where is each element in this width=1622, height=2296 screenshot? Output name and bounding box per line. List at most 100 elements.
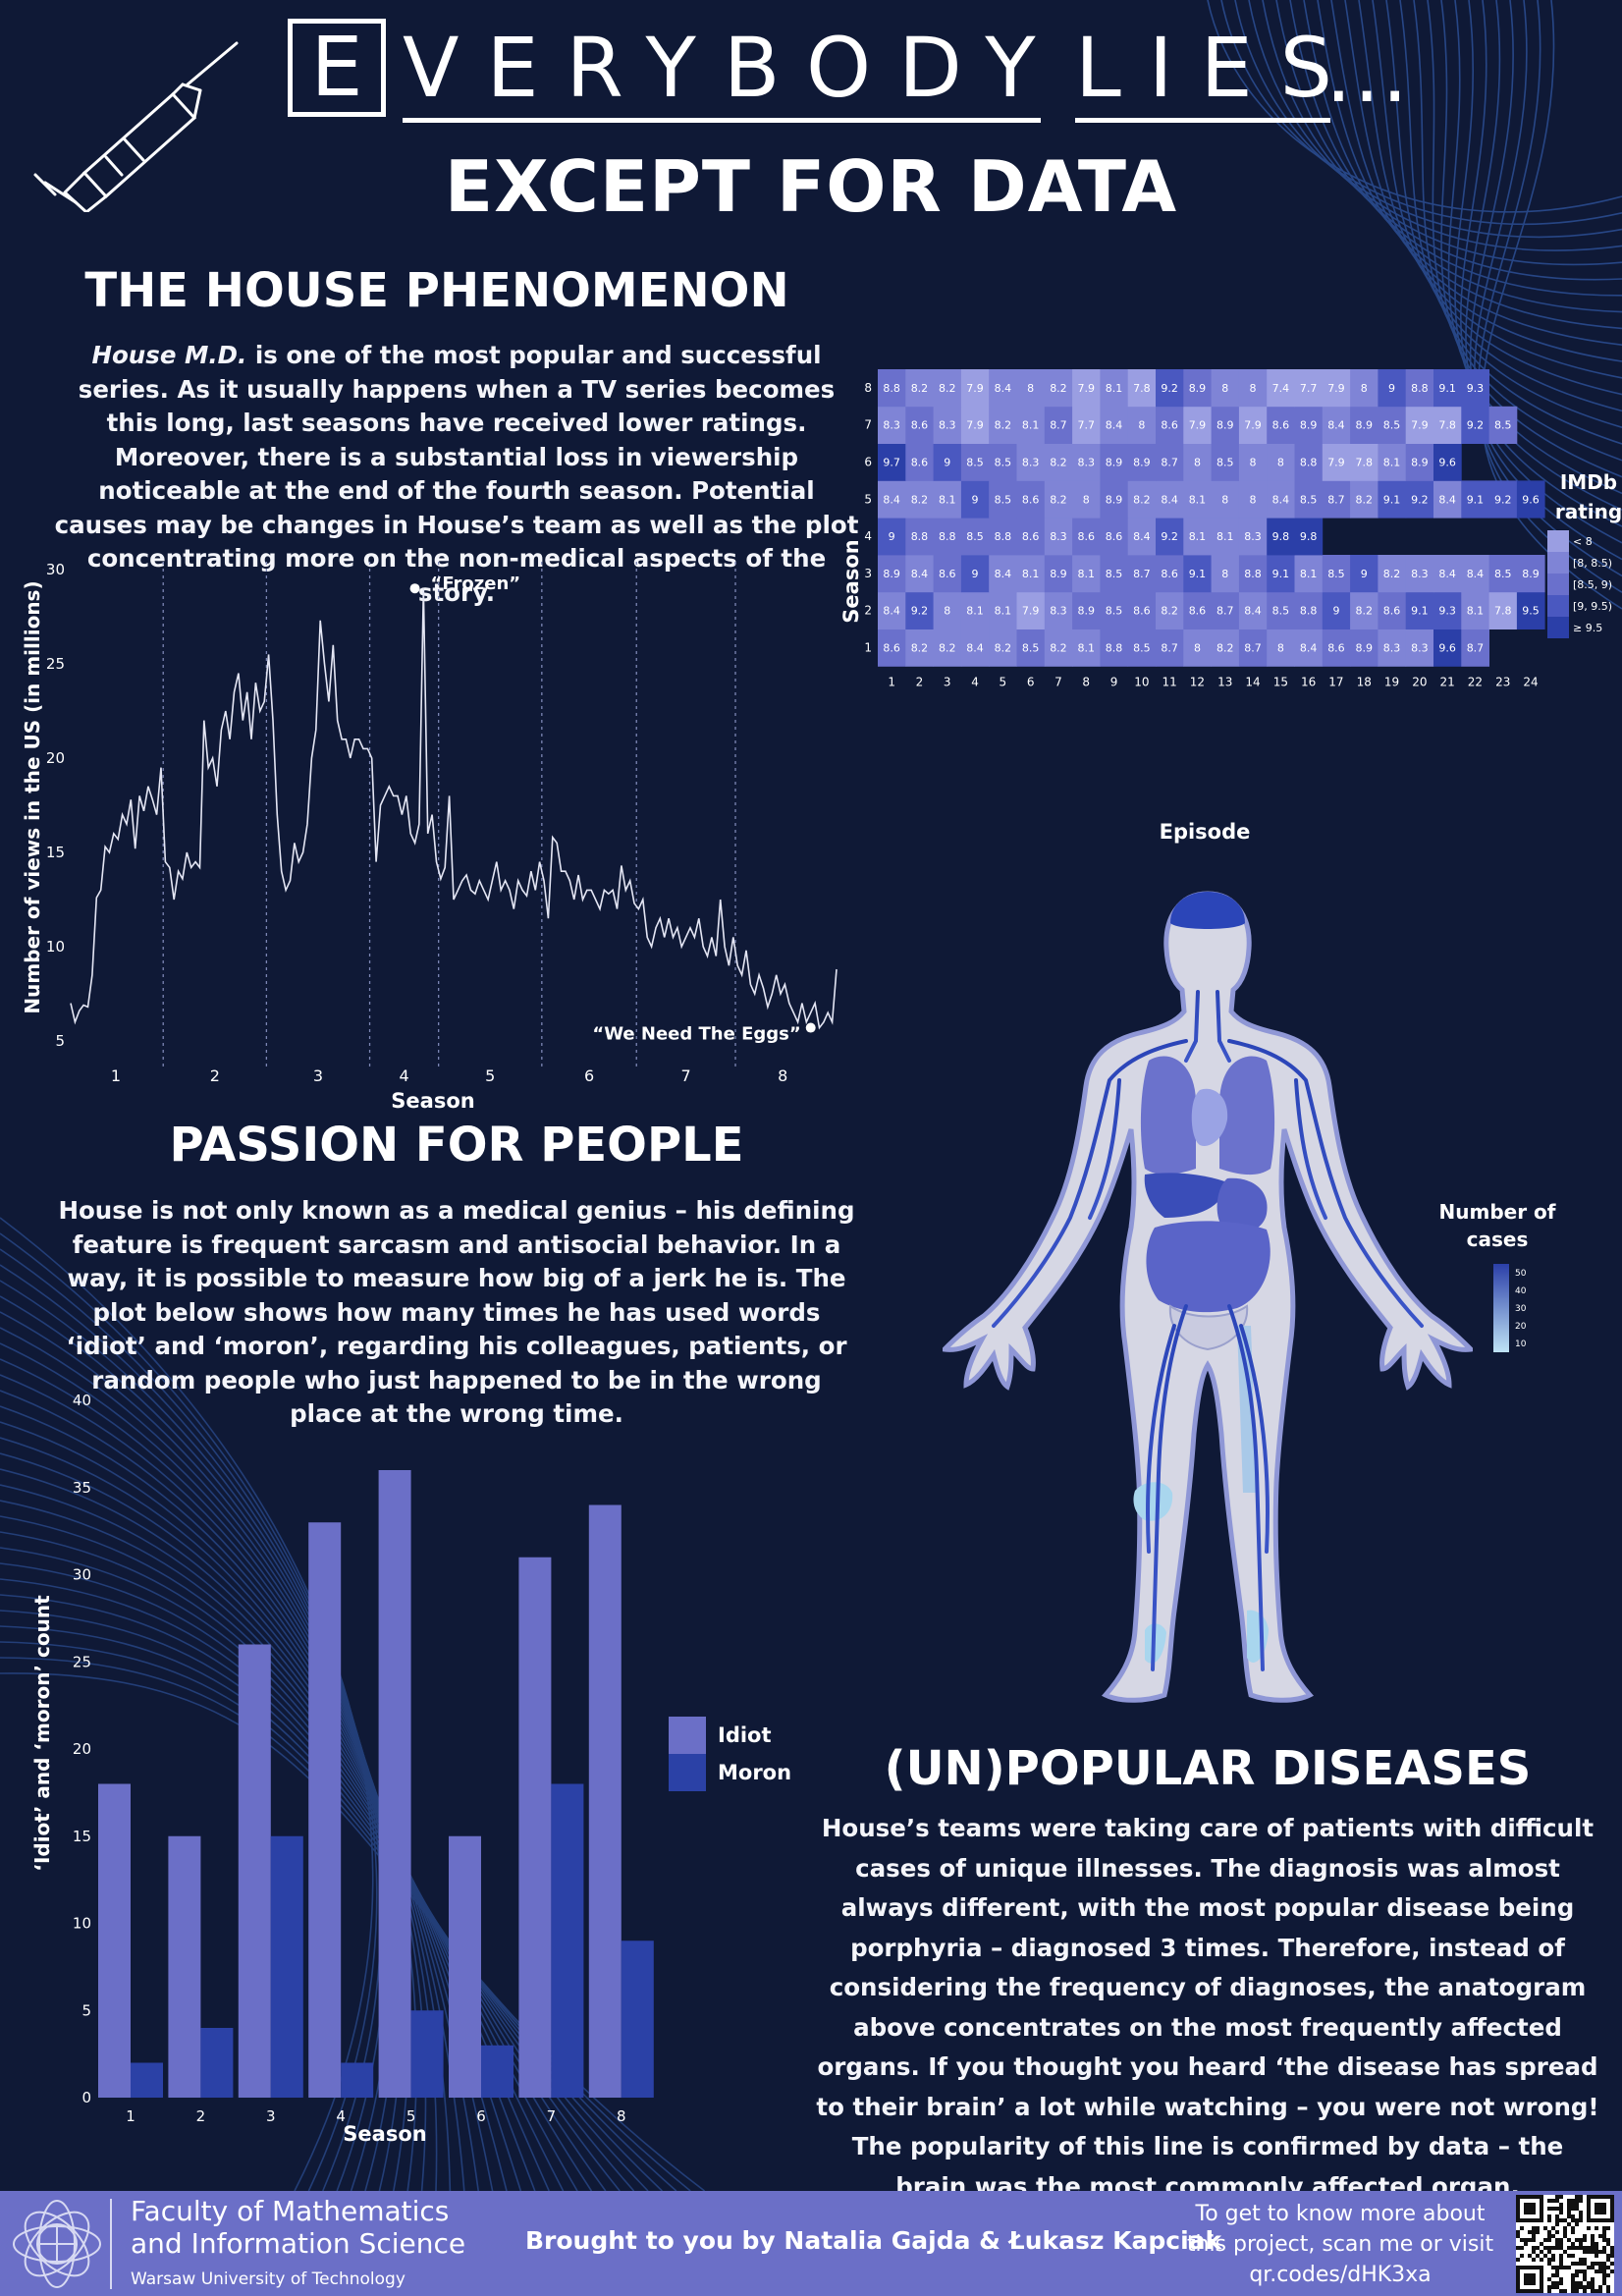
heatmap-cell bbox=[1156, 480, 1184, 519]
heatmap-cell bbox=[933, 406, 962, 444]
heatmap-x-tick-label: 13 bbox=[1217, 675, 1232, 688]
heatmap-cell bbox=[1016, 555, 1046, 593]
heatmap-cell bbox=[1516, 480, 1545, 519]
heatmap-cell-label: 8.9 bbox=[1411, 457, 1429, 469]
heatmap-cell-label: 8.4 bbox=[966, 642, 984, 655]
heatmap-cell bbox=[1433, 629, 1462, 667]
heatmap-cell bbox=[1156, 555, 1184, 593]
bar-y-tick-label: 20 bbox=[73, 1740, 91, 1758]
heatmap-cell bbox=[1267, 406, 1295, 444]
heatmap-cell bbox=[1211, 369, 1240, 408]
heatmap-cell bbox=[960, 406, 990, 444]
heatmap-cell-label: 9.2 bbox=[1411, 493, 1429, 506]
heatmap-x-tick-label: 21 bbox=[1440, 675, 1455, 688]
heatmap-cell-label: 8.8 bbox=[1106, 642, 1123, 655]
heatmap-cell bbox=[1100, 629, 1129, 667]
heatmap-cell-label: 8.7 bbox=[1161, 457, 1178, 469]
heatmap-cell bbox=[1461, 369, 1489, 408]
heatmap-cell-label: 8.6 bbox=[1022, 530, 1040, 543]
heatmap-cell bbox=[1405, 406, 1434, 444]
heatmap-cell bbox=[905, 480, 934, 519]
heatmap-cell bbox=[989, 406, 1017, 444]
section-text-house-phenomenon: House M.D. is one of the most popular an… bbox=[54, 339, 859, 610]
heatmap-cell-label: 7.8 bbox=[1438, 419, 1456, 432]
heatmap-cell bbox=[1100, 591, 1129, 629]
bar-moron bbox=[341, 2062, 374, 2098]
heatmap-cell bbox=[878, 443, 906, 481]
heatmap-cell-label: 8.2 bbox=[911, 382, 929, 395]
heatmap-cell bbox=[1405, 443, 1434, 481]
heatmap-cell-label: 9 bbox=[972, 568, 979, 580]
line-x-tick-label: 6 bbox=[584, 1066, 594, 1085]
heatmap-cell-label: 8.2 bbox=[1383, 568, 1401, 580]
heatmap-cell-label: 8.9 bbox=[1106, 493, 1123, 506]
heatmap-cell bbox=[1156, 369, 1184, 408]
heatmap-legend-label: < 8 bbox=[1573, 535, 1593, 548]
faculty-name-line2: and Information Science bbox=[131, 2227, 466, 2260]
heatmap-cell bbox=[1100, 406, 1129, 444]
heatmap-cell bbox=[1044, 629, 1073, 667]
heatmap-cell-label: 8.8 bbox=[1411, 382, 1429, 395]
heatmap-cell-label: 8.3 bbox=[939, 419, 956, 432]
heatmap-cell bbox=[1183, 518, 1212, 556]
heatmap-cell bbox=[1072, 369, 1101, 408]
heatmap-cell-label: 8 bbox=[1277, 457, 1284, 469]
heatmap-cell bbox=[1405, 555, 1434, 593]
heatmap-x-tick-label: 23 bbox=[1495, 675, 1510, 688]
heatmap-legend-label: ≥ 9.5 bbox=[1573, 622, 1602, 634]
heatmap-y-tick-label: 5 bbox=[864, 492, 872, 506]
heatmap-x-tick-label: 4 bbox=[971, 675, 979, 688]
heatmap-cell bbox=[1183, 480, 1212, 519]
heatmap-cell-label: 8.6 bbox=[939, 568, 956, 580]
qr-code-icon[interactable] bbox=[1516, 2195, 1614, 2293]
heatmap-cell-label: 8.6 bbox=[1161, 568, 1178, 580]
line-x-tick-label: 2 bbox=[210, 1066, 220, 1085]
bar-legend-swatch bbox=[669, 1717, 706, 1754]
heatmap-cell-label: 8.9 bbox=[883, 568, 900, 580]
bar-moron bbox=[621, 1941, 654, 2098]
heatmap-cell bbox=[1267, 369, 1295, 408]
faculty-name-line1: Faculty of Mathematics bbox=[131, 2195, 450, 2227]
heatmap-cell-label: 9.1 bbox=[1411, 605, 1429, 618]
heatmap-cell-label: 7.9 bbox=[966, 382, 984, 395]
heatmap-cell-label: 8 bbox=[1221, 568, 1228, 580]
heatmap-cell-label: 8 bbox=[1277, 642, 1284, 655]
heatmap-cell-label: 7.9 bbox=[1022, 605, 1040, 618]
heatmap-cell bbox=[960, 629, 990, 667]
heatmap-cell-label: 9.3 bbox=[1438, 605, 1456, 618]
heatmap-cell bbox=[1238, 406, 1268, 444]
heatmap-cell-label: 8.5 bbox=[1133, 642, 1151, 655]
heatmap-cell-label: 7.7 bbox=[1078, 419, 1096, 432]
imdb-rating-heatmap: 8.6 8.2 8.2 8.4 8.2 8.5 8.2 8.1 8.8 8.5 8.7 8 8.2 8.7… bbox=[839, 369, 1622, 844]
heatmap-x-tick-label: 18 bbox=[1357, 675, 1372, 688]
heatmap-cell bbox=[1016, 480, 1046, 519]
heatmap-legend-swatch bbox=[1547, 552, 1569, 574]
heatmap-legend-swatch bbox=[1547, 530, 1569, 552]
ankle-organ bbox=[1145, 1623, 1166, 1664]
heatmap-cell-label: 8.9 bbox=[1356, 642, 1374, 655]
title-underline-2 bbox=[1075, 118, 1330, 123]
heatmap-cell bbox=[1405, 629, 1434, 667]
heatmap-cell bbox=[878, 629, 906, 667]
qr-link[interactable]: qr.codes/dHK3xa bbox=[1249, 2263, 1432, 2287]
heatmap-x-tick-label: 14 bbox=[1245, 675, 1260, 688]
heatmap-legend-label: [8.5, 9) bbox=[1573, 578, 1612, 591]
heatmap-legend-label: [8, 8.5) bbox=[1573, 557, 1612, 570]
heatmap-cell-label: 8.4 bbox=[1106, 419, 1123, 432]
heatmap-cell-label: 8.6 bbox=[911, 419, 929, 432]
heatmap-cell-label: 8.8 bbox=[995, 530, 1012, 543]
bar-x-tick-label: 3 bbox=[266, 2107, 276, 2125]
heatmap-cell bbox=[1183, 369, 1212, 408]
heatmap-cell-label: 7.9 bbox=[1078, 382, 1096, 395]
heatmap-cell-label: 8.3 bbox=[1383, 642, 1401, 655]
heatmap-cell-label: 7.8 bbox=[1494, 605, 1512, 618]
heatmap-cell-label: 8.5 bbox=[995, 493, 1012, 506]
heatmap-cell bbox=[1183, 406, 1212, 444]
bar-moron bbox=[481, 2045, 514, 2098]
heatmap-cell-label: 8 bbox=[1250, 493, 1257, 506]
heatmap-cell-label: 9 bbox=[972, 493, 979, 506]
heatmap-cell-label: 8.5 bbox=[1494, 568, 1512, 580]
heatmap-cell bbox=[933, 369, 962, 408]
heatmap-cell-label: 9 bbox=[944, 457, 950, 469]
heatmap-cell bbox=[989, 629, 1017, 667]
